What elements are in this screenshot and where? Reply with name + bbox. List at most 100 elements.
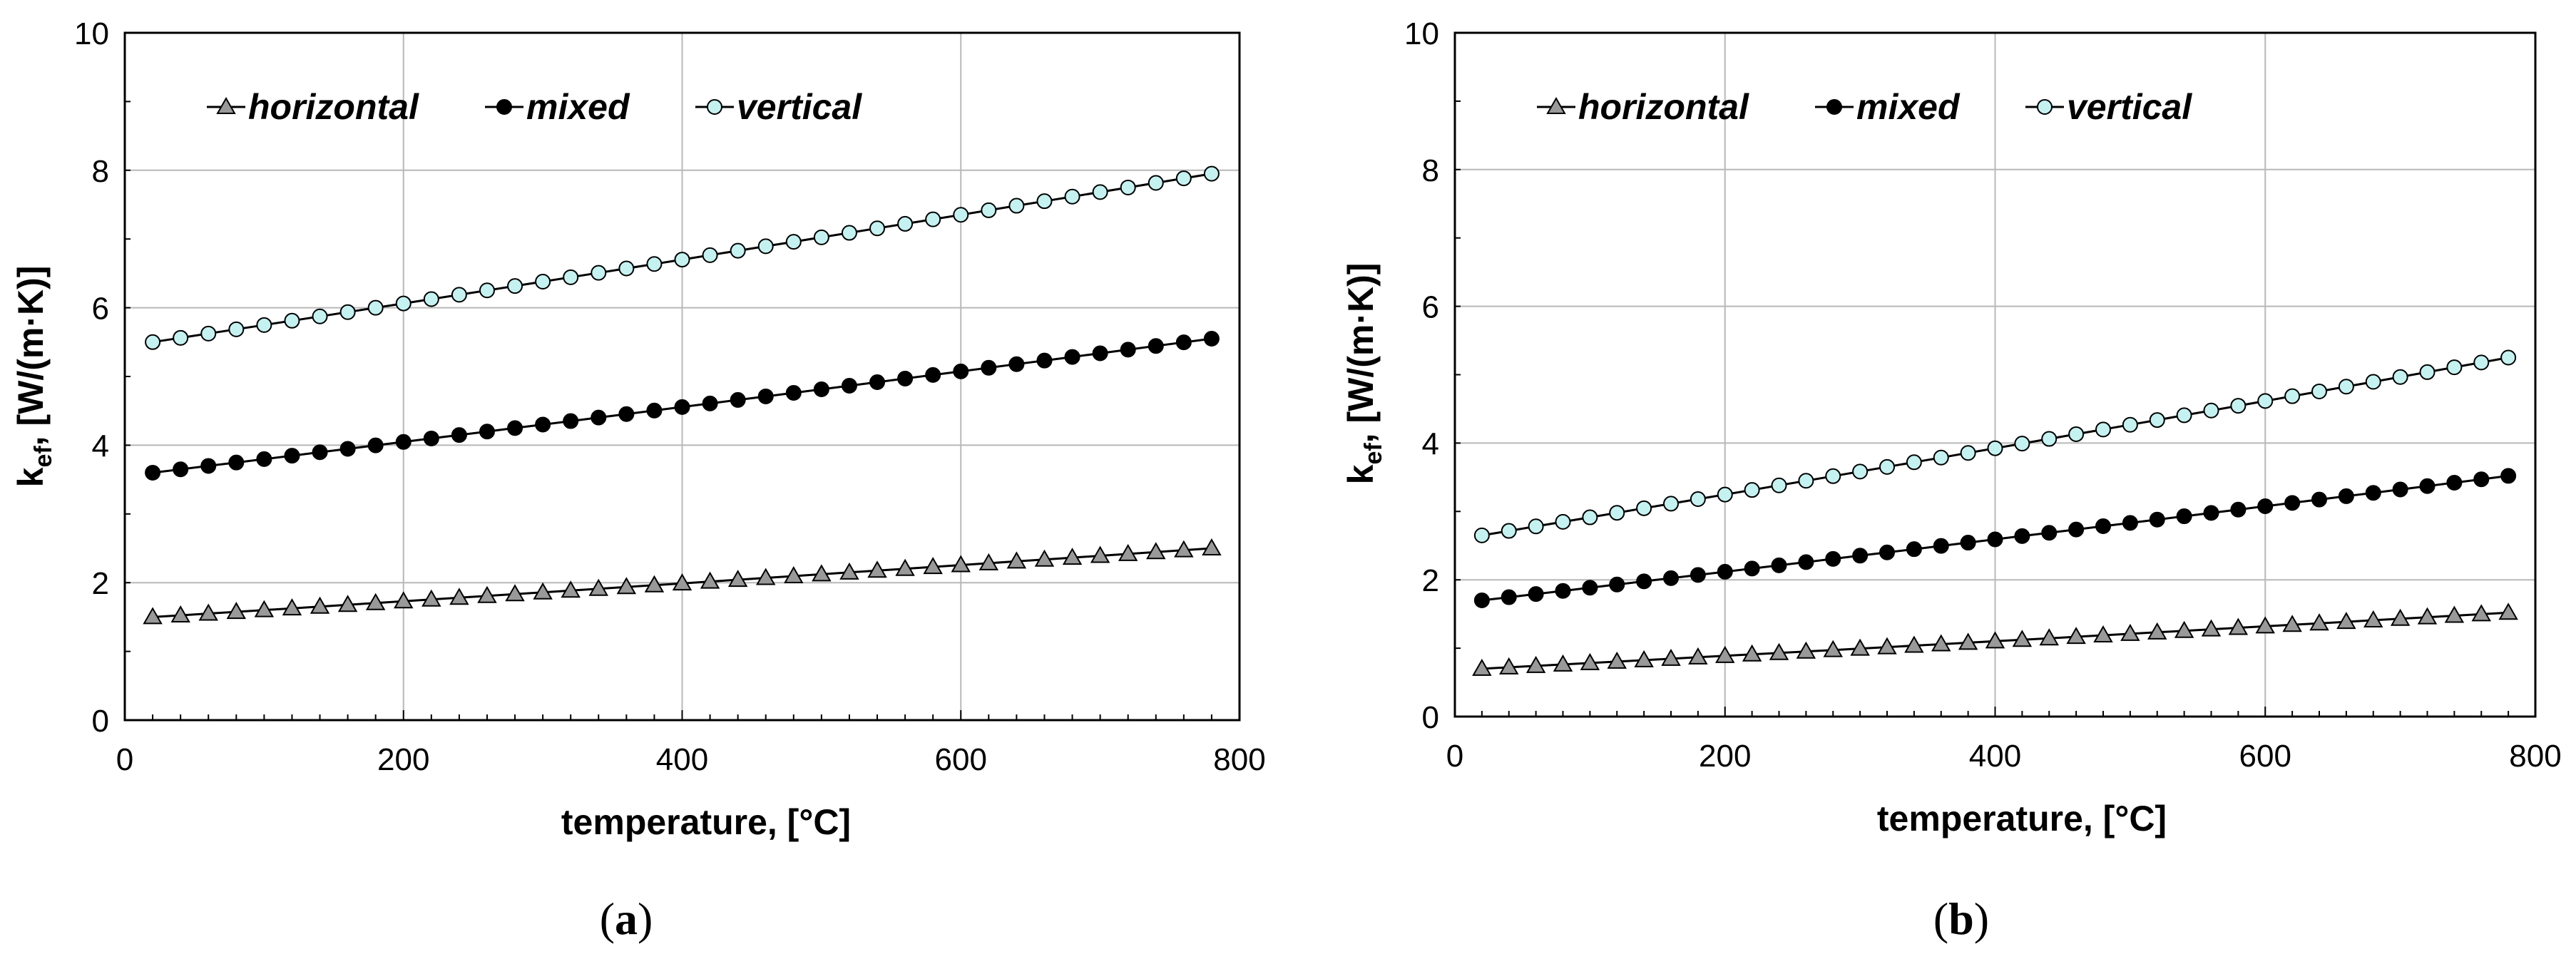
data-point-horizontal: [170, 605, 190, 622]
data-point-horizontal: [1580, 652, 1600, 670]
data-point-horizontal: [616, 577, 637, 595]
x-tick-label: 600: [2239, 739, 2291, 774]
data-point-horizontal: [784, 565, 804, 583]
panel-label: (a): [600, 893, 653, 944]
data-point-horizontal: [1202, 538, 1222, 555]
data-point-mixed: [1663, 570, 1679, 586]
legend-label-mixed: mixed: [1856, 87, 1961, 127]
y-tick-label: 10: [1404, 16, 1439, 51]
data-point-vertical: [1148, 175, 1164, 191]
data-point-vertical: [535, 273, 551, 289]
x-axis-title: temperature, [°C]: [1877, 799, 2167, 839]
data-point-mixed: [2041, 525, 2058, 541]
data-point-horizontal: [951, 555, 971, 573]
chart-panel-a: 0 200 400 600 800 0 2 4 6 8 10 horizontal mixed verti…: [11, 16, 1266, 944]
data-point-vertical: [451, 287, 467, 303]
data-point-vertical: [339, 304, 356, 320]
x-tick-label: 600: [935, 742, 987, 777]
data-point-vertical: [1473, 527, 1490, 543]
data-point-mixed: [2473, 471, 2490, 488]
data-point-vertical: [256, 317, 272, 333]
data-point-mixed: [1960, 535, 1976, 551]
data-point-mixed: [1717, 563, 1733, 580]
data-point-horizontal: [2390, 608, 2411, 626]
data-point-mixed: [1036, 352, 1053, 369]
data-point-horizontal: [700, 571, 720, 589]
data-point-horizontal: [421, 589, 441, 607]
data-point-horizontal: [1715, 645, 1735, 663]
data-point-horizontal: [1661, 648, 1681, 666]
data-point-mixed: [953, 363, 969, 379]
data-point-vertical: [1582, 509, 1598, 525]
data-point-mixed: [228, 454, 245, 471]
data-point-horizontal: [449, 588, 469, 605]
data-point-vertical: [1501, 523, 1517, 539]
data-point-horizontal: [365, 593, 386, 610]
data-point-horizontal: [1499, 657, 1519, 675]
data-point-vertical: [1064, 188, 1080, 205]
data-point-mixed: [1825, 550, 1841, 567]
data-point-mixed: [200, 458, 217, 474]
data-point-horizontal: [1742, 644, 1762, 662]
data-point-mixed: [1582, 580, 1598, 596]
data-point-horizontal: [1146, 542, 1166, 560]
data-point-mixed: [1473, 592, 1490, 608]
data-point-horizontal: [588, 578, 608, 596]
data-point-mixed: [2284, 495, 2301, 511]
data-point-mixed: [1771, 557, 1787, 573]
data-point-horizontal: [2093, 625, 2113, 643]
data-point-horizontal: [1062, 548, 1083, 565]
data-point-vertical: [228, 321, 245, 337]
data-point-horizontal: [978, 553, 999, 570]
data-point-mixed: [451, 427, 467, 443]
data-point-vertical: [757, 238, 774, 255]
data-point-mixed: [2014, 528, 2030, 544]
legend-marker-horizontal: [1546, 96, 1566, 114]
data-point-horizontal: [1931, 634, 1951, 652]
data-point-vertical: [2203, 402, 2219, 419]
data-point-mixed: [981, 359, 997, 376]
legend-label-horizontal: horizontal: [248, 87, 419, 127]
data-point-mixed: [563, 413, 579, 429]
data-point-horizontal: [505, 584, 525, 602]
data-point-horizontal: [310, 596, 330, 614]
data-point-vertical: [785, 234, 802, 250]
data-point-vertical: [618, 260, 635, 277]
y-axis-title: kef, [W/(m·K)]: [11, 266, 57, 488]
data-point-mixed: [897, 370, 914, 386]
y-tick-label: 2: [92, 566, 109, 601]
data-point-vertical: [2176, 407, 2192, 424]
panel-label-open: (: [600, 893, 615, 944]
data-point-vertical: [2230, 398, 2247, 414]
data-point-vertical: [2446, 359, 2463, 376]
data-point-horizontal: [1472, 658, 1492, 676]
data-point-mixed: [1879, 544, 1895, 560]
panel-label-close: ): [638, 893, 653, 944]
y-axis-title-unit: , [W/(m·K)]: [1341, 263, 1381, 443]
legend: horizontal mixed vertical: [1537, 87, 2192, 127]
data-point-mixed: [284, 448, 300, 464]
x-tick-label: 0: [116, 742, 133, 777]
data-point-horizontal: [533, 582, 553, 600]
legend-marker-horizontal: [216, 96, 236, 114]
data-point-horizontal: [867, 560, 887, 578]
data-point-mixed: [367, 437, 384, 453]
data-point-mixed: [1987, 531, 2003, 548]
panel-label-close: ): [1974, 893, 1989, 944]
data-point-mixed: [2392, 481, 2408, 498]
data-point-vertical: [2338, 379, 2354, 395]
data-point-vertical: [2095, 421, 2111, 438]
legend-marker-mixed: [1826, 99, 1842, 115]
data-point-vertical: [1528, 518, 1544, 535]
data-point-horizontal: [2336, 612, 2356, 630]
data-point-horizontal: [2444, 605, 2465, 623]
data-point-mixed: [925, 366, 941, 383]
data-point-mixed: [1528, 586, 1544, 602]
y-tick-label: 6: [92, 292, 109, 327]
data-point-mixed: [2257, 498, 2274, 515]
data-point-vertical: [1906, 454, 1922, 471]
data-point-mixed: [674, 399, 690, 415]
data-point-horizontal: [2039, 628, 2059, 646]
data-point-vertical: [1036, 193, 1053, 210]
